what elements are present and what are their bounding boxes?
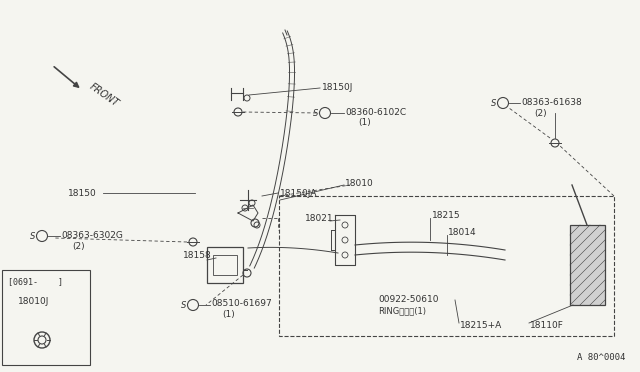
Text: 08360-6102C: 08360-6102C [345, 108, 406, 116]
Text: 18010J: 18010J [18, 298, 49, 307]
Text: RINGリング(1): RINGリング(1) [378, 307, 426, 315]
Text: 18010: 18010 [345, 179, 374, 187]
Text: 08363-6302G: 08363-6302G [61, 231, 123, 240]
Text: 18215+A: 18215+A [460, 321, 502, 330]
Text: 18150JA: 18150JA [280, 189, 317, 198]
Text: 00922-50610: 00922-50610 [378, 295, 438, 305]
Text: S: S [313, 109, 319, 118]
Bar [207, 247, 243, 283]
Text: 18158: 18158 [183, 250, 212, 260]
Text: S: S [491, 99, 497, 108]
Bar [279, 196, 614, 336]
Bar [213, 255, 237, 275]
Text: 18021: 18021 [305, 214, 333, 222]
Text: [0691-    ]: [0691- ] [8, 278, 63, 286]
Text: (2): (2) [72, 241, 84, 250]
Text: 18150J: 18150J [322, 83, 353, 92]
Text: 18150: 18150 [68, 189, 97, 198]
Text: 18110F: 18110F [530, 321, 564, 330]
Text: 08510-61697: 08510-61697 [211, 299, 272, 308]
Text: (1): (1) [222, 311, 235, 320]
Text: 08363-61638: 08363-61638 [521, 97, 582, 106]
Text: 18215: 18215 [432, 211, 461, 219]
Text: S: S [30, 231, 35, 241]
Text: A 80^0004: A 80^0004 [577, 353, 625, 362]
Bar [2, 270, 90, 365]
Text: S: S [181, 301, 186, 310]
Text: 18014: 18014 [448, 228, 477, 237]
Bar [570, 225, 605, 305]
Text: FRONT: FRONT [88, 81, 121, 109]
Text: (2): (2) [534, 109, 547, 118]
Text: (1): (1) [358, 118, 371, 126]
